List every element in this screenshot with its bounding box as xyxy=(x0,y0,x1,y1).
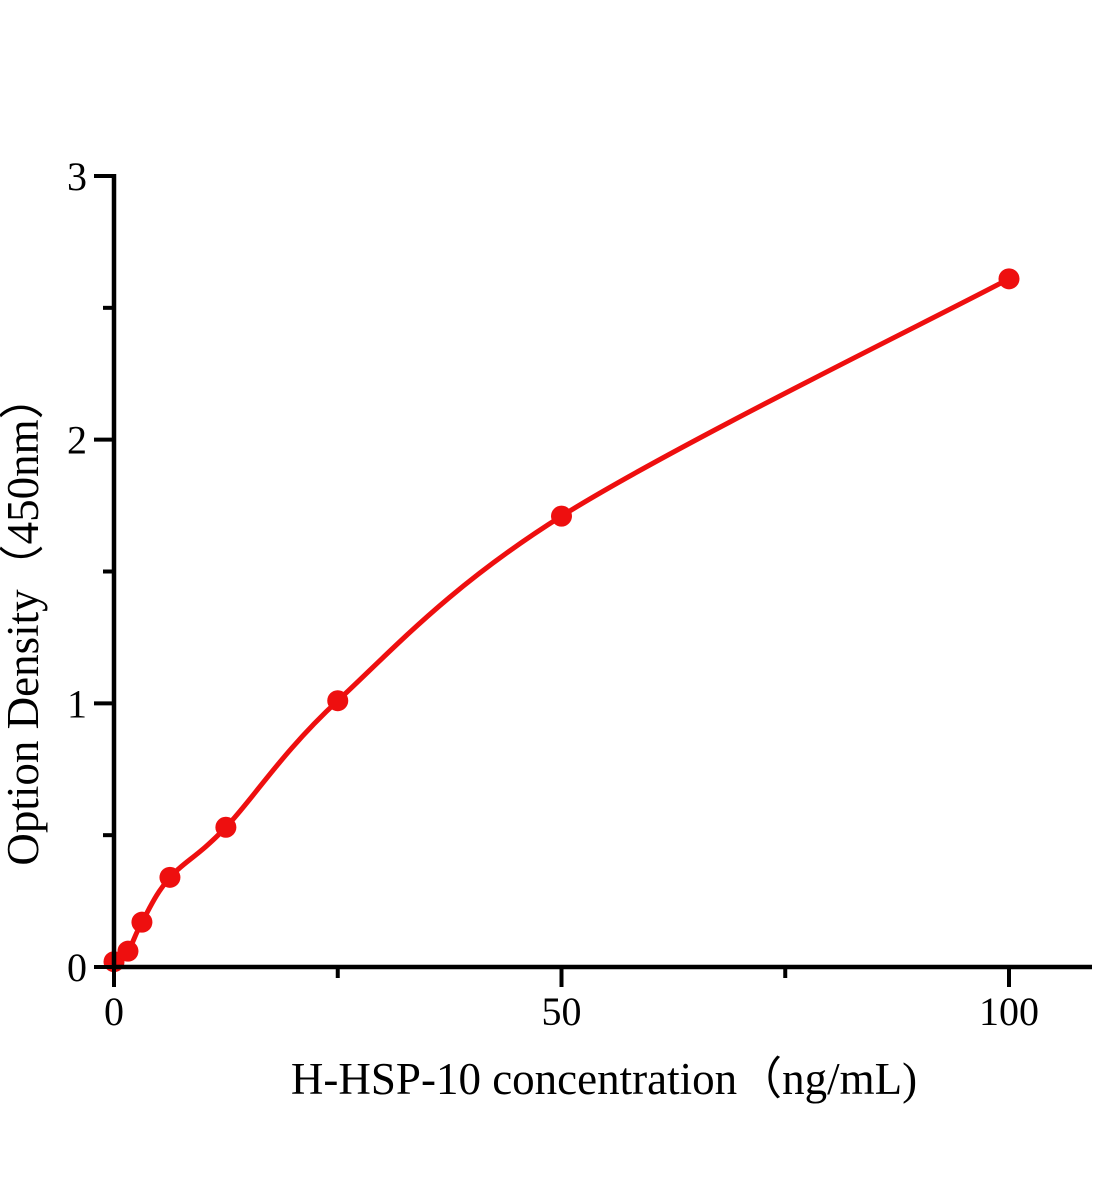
x-tick-label: 100 xyxy=(979,989,1039,1034)
data-point xyxy=(327,690,349,712)
y-tick-label: 0 xyxy=(67,945,87,990)
y-axis xyxy=(94,174,117,969)
data-points xyxy=(103,268,1020,973)
data-point xyxy=(998,268,1020,290)
data-point xyxy=(131,911,153,933)
y-tick-label: 1 xyxy=(67,681,87,726)
y-axis-label: Option Density（450nm） xyxy=(0,374,48,865)
x-axis-label: H-HSP-10 concentration（ng/mL) xyxy=(291,1054,917,1104)
axes-layer: 0 1 2 3 0 50 100 xyxy=(67,154,1092,1034)
x-tick-label: 50 xyxy=(542,989,582,1034)
data-point xyxy=(159,866,181,888)
data-point xyxy=(215,816,237,838)
y-tick-label: 3 xyxy=(67,154,87,199)
y-tick-label: 2 xyxy=(67,418,87,463)
curve-layer xyxy=(103,268,1020,973)
x-axis xyxy=(112,964,1092,987)
y-axis-tick-labels: 0 1 2 3 xyxy=(67,154,87,990)
data-point xyxy=(551,505,572,527)
x-axis-tick-labels: 0 50 100 xyxy=(104,989,1039,1034)
curve-line xyxy=(112,276,1011,964)
data-point xyxy=(117,940,139,962)
x-tick-label: 0 xyxy=(104,989,124,1034)
